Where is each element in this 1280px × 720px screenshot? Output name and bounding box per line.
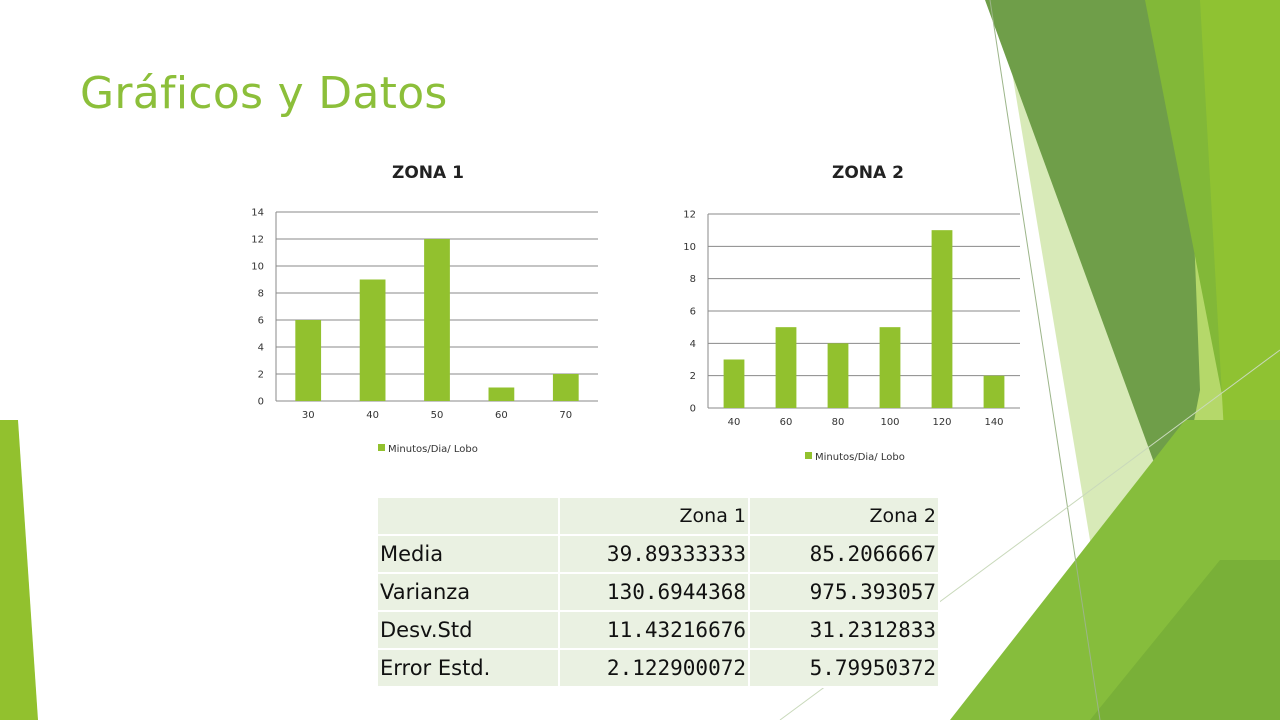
x-tick-label: 140 <box>984 417 1003 428</box>
row-label: Media <box>376 534 560 574</box>
table-header-cell <box>376 496 560 536</box>
table-header-cell: Zona 1 <box>558 496 750 536</box>
y-tick-label: 6 <box>258 316 264 327</box>
legend-swatch <box>805 452 812 459</box>
bar <box>775 327 797 408</box>
y-tick-label: 12 <box>251 235 264 246</box>
stats-table: Zona 1 Zona 2 Media 39.89333333 85.20666… <box>376 496 940 688</box>
legend-label: Minutos/Dia/ Lobo <box>815 452 905 463</box>
table-row: Error Estd. 2.122900072 5.79950372 <box>376 648 940 688</box>
legend-label: Minutos/Dia/ Lobo <box>388 444 478 455</box>
table-cell: 2.122900072 <box>558 648 750 688</box>
x-tick-label: 60 <box>495 410 508 421</box>
bar <box>295 320 322 401</box>
y-tick-label: 12 <box>683 210 696 221</box>
bar <box>879 327 901 408</box>
table-row: Desv.Std 11.43216676 31.2312833 <box>376 610 940 650</box>
row-label: Varianza <box>376 572 560 612</box>
x-tick-label: 120 <box>932 417 951 428</box>
table-cell: 975.393057 <box>748 572 940 612</box>
x-tick-label: 60 <box>780 417 793 428</box>
table-cell: 85.2066667 <box>748 534 940 574</box>
y-tick-label: 8 <box>258 289 264 300</box>
legend-swatch <box>378 444 385 451</box>
bottom-right-dark-facet <box>1090 560 1280 720</box>
chart-zona-1: ZONA 1 0 2 4 6 8 10 12 14 30 40 50 60 70 Minutos/Dia/ … <box>200 150 620 470</box>
y-tick-label: 10 <box>251 262 264 273</box>
bar <box>827 343 849 408</box>
table-cell: 130.6944368 <box>558 572 750 612</box>
table-cell: 11.43216676 <box>558 610 750 650</box>
table-cell: 39.89333333 <box>558 534 750 574</box>
chart-zona-2: ZONA 2 0 2 4 6 8 10 12 40 60 80 100 120 140 Minutos/Di… <box>640 150 1060 470</box>
x-tick-label: 40 <box>366 410 379 421</box>
bar <box>983 375 1005 408</box>
y-tick-label: 2 <box>258 370 264 381</box>
y-tick-label: 4 <box>258 343 264 354</box>
y-tick-label: 0 <box>690 404 696 415</box>
y-tick-label: 10 <box>683 242 696 253</box>
bar <box>552 374 579 401</box>
right-dark-facet <box>985 0 1200 520</box>
table-row: Varianza 130.6944368 975.393057 <box>376 572 940 612</box>
table-cell: 31.2312833 <box>748 610 940 650</box>
x-tick-label: 50 <box>431 410 444 421</box>
table-row: Media 39.89333333 85.2066667 <box>376 534 940 574</box>
bar <box>723 359 745 408</box>
x-tick-label: 30 <box>302 410 315 421</box>
y-tick-label: 6 <box>690 307 696 318</box>
y-tick-label: 8 <box>690 274 696 285</box>
slide-title: Gráficos y Datos <box>80 68 448 119</box>
thin-diagonal-line <box>989 0 1101 720</box>
x-tick-label: 100 <box>880 417 899 428</box>
y-tick-label: 14 <box>251 208 264 219</box>
bar <box>359 279 386 401</box>
table-cell: 5.79950372 <box>748 648 940 688</box>
row-label: Error Estd. <box>376 648 560 688</box>
bar <box>931 230 953 408</box>
y-tick-label: 2 <box>690 371 696 382</box>
bar <box>488 387 515 401</box>
table-header-row: Zona 1 Zona 2 <box>376 496 940 536</box>
x-tick-label: 40 <box>728 417 741 428</box>
y-tick-label: 4 <box>690 339 696 350</box>
x-tick-label: 80 <box>832 417 845 428</box>
row-label: Desv.Std <box>376 610 560 650</box>
y-tick-label: 0 <box>258 397 264 408</box>
bar <box>424 239 450 401</box>
chart-title: ZONA 2 <box>832 163 904 183</box>
left-green-wedge <box>0 420 38 720</box>
table-header-cell: Zona 2 <box>748 496 940 536</box>
chart-title: ZONA 1 <box>392 163 464 183</box>
x-tick-label: 70 <box>559 410 572 421</box>
